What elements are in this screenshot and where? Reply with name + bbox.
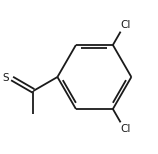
Text: Cl: Cl [121, 20, 131, 30]
Text: Cl: Cl [121, 124, 131, 134]
Text: S: S [3, 73, 9, 83]
